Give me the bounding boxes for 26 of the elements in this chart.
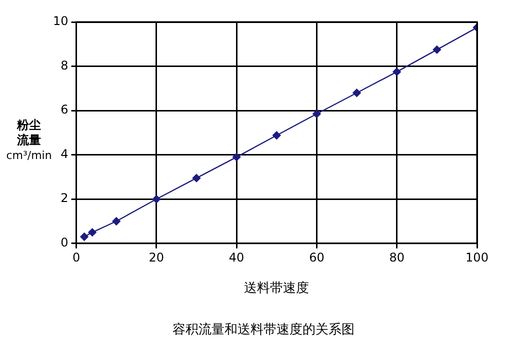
point: [232, 152, 241, 162]
x-tick-label: 20: [148, 250, 164, 265]
x-tick-label: 100: [466, 250, 488, 265]
point: [80, 232, 88, 241]
point: [152, 195, 161, 204]
x-tick-label: 40: [228, 250, 244, 265]
point: [392, 68, 401, 76]
x-tick-label: 80: [389, 250, 404, 265]
point: [192, 174, 201, 182]
y-tick-label: 6: [60, 102, 68, 117]
point: [272, 131, 281, 140]
point: [352, 88, 361, 97]
x-tick-label: 60: [309, 250, 324, 265]
y-tick-label: 0: [60, 236, 68, 250]
point: [88, 228, 96, 236]
point: [312, 110, 321, 118]
x-tick-label: 0: [72, 250, 80, 265]
y-tick-label: 8: [60, 58, 68, 72]
point: [432, 46, 442, 54]
y-axis-title: 粉尘流量 cm³/min: [5, 118, 53, 163]
x-axis-title: 送料带速度: [244, 280, 310, 296]
point: [112, 217, 120, 226]
y-tick-label: 4: [60, 146, 68, 161]
y-tick-label: 2: [60, 191, 68, 206]
text: 容积流量和送料带速度的关系图: [172, 322, 354, 338]
y-tick-label: 10: [52, 14, 68, 28]
